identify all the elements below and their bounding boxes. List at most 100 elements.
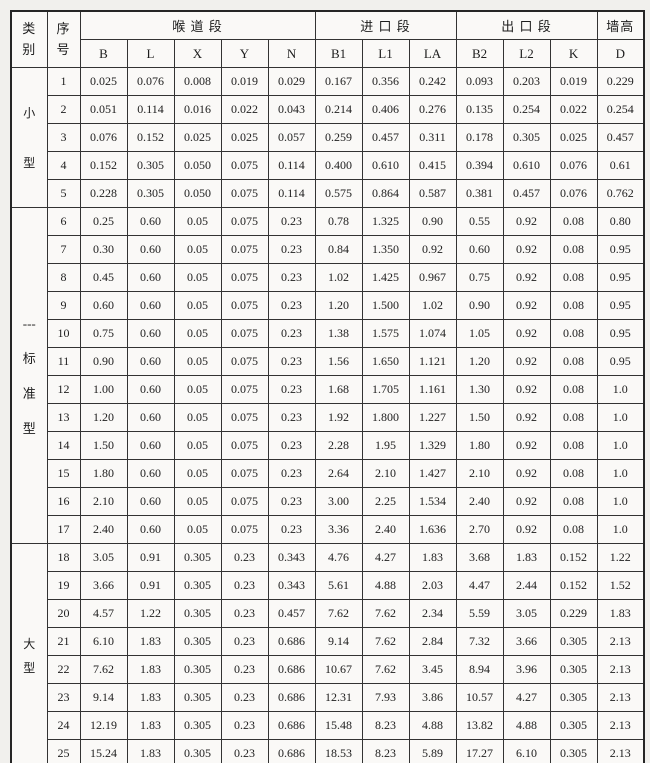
header-category-text: 类 别 [12,19,46,59]
cell: 1.575 [361,319,410,348]
cell: 4.88 [361,571,410,600]
cell: 0.78 [314,207,363,236]
cell: 2.10 [361,459,410,488]
cell: 3.05 [79,543,128,572]
cell: 0.076 [126,67,175,96]
cell: 1.83 [408,543,457,572]
cell: 0.305 [173,571,222,600]
cell: 2.64 [314,459,363,488]
cell: 0.610 [361,151,410,180]
table-row: 5 0.228 0.305 0.050 0.075 0.114 0.575 0.864 0.58… [11,179,645,208]
cell: 3.86 [408,683,457,712]
cell: 1.83 [126,739,175,763]
row-number: 21 [46,627,81,656]
category-cell: 大型 [10,543,48,763]
cell: 0.23 [267,263,316,292]
cell: 0.23 [267,235,316,264]
cell: 0.08 [549,487,598,516]
cell: 0.394 [455,151,504,180]
cell: 0.864 [361,179,410,208]
cell: 0.686 [267,683,316,712]
category-label: 小 [23,105,36,120]
cell: 0.05 [173,515,222,544]
cell: 9.14 [314,627,363,656]
cell: 3.36 [314,515,363,544]
cell: 0.228 [79,179,128,208]
row-number: 1 [46,67,81,96]
cell: 0.08 [549,319,598,348]
table-row: 19 3.66 0.91 0.305 0.23 0.343 5.61 4.88 2.03 4.47… [11,571,645,600]
cell: 0.23 [220,655,269,684]
table-row: 24 12.19 1.83 0.305 0.23 0.686 15.48 8.23 4.88 13… [11,711,645,740]
cell: 0.08 [549,431,598,460]
cell: 1.425 [361,263,410,292]
cell: 0.457 [502,179,551,208]
cell: 0.457 [361,123,410,152]
table-row: 9 0.60 0.60 0.05 0.075 0.23 1.20 1.500 1.02 0.90 0… [11,291,645,320]
spec-table: 类 别 序 号 喉 道 段 进 口 段 出 口 段 墙高 B L X [10,10,646,763]
table-row: 17 2.40 0.60 0.05 0.075 0.23 3.36 2.40 1.636 2.70… [11,515,645,544]
cell: 0.075 [220,459,269,488]
cell: 0.305 [173,627,222,656]
cell: 2.28 [314,431,363,460]
cell: 1.22 [126,599,175,628]
cell: 0.075 [220,487,269,516]
cell: 0.075 [220,179,269,208]
row-number: 12 [46,375,81,404]
cell: 0.305 [173,683,222,712]
cell: 0.762 [596,179,645,208]
cell: 0.114 [267,151,316,180]
cell: 1.329 [408,431,457,460]
cell: 1.705 [361,375,410,404]
cell: 1.800 [361,403,410,432]
cell: 2.34 [408,599,457,628]
cell: 0.305 [173,739,222,763]
row-number: 2 [46,95,81,124]
cell: 0.95 [596,291,645,320]
row-number: 18 [46,543,81,572]
cell: 15.24 [79,739,128,763]
cell: 7.62 [361,655,410,684]
cell: 0.60 [126,375,175,404]
cell: 2.13 [596,655,645,684]
cell: 0.92 [408,235,457,264]
cell: 0.356 [361,67,410,96]
header-section-wall-height: 墙高 [596,10,645,40]
cell: 1.350 [361,235,410,264]
cell: 0.92 [502,375,551,404]
row-number: 13 [46,403,81,432]
cell: 0.95 [596,235,645,264]
cell: 0.214 [314,95,363,124]
cell: 1.83 [596,599,645,628]
cell: 0.967 [408,263,457,292]
cell: 18.53 [314,739,363,763]
cell: 0.05 [173,263,222,292]
cell: 0.305 [173,543,222,572]
cell: 0.305 [126,179,175,208]
table-row: 16 2.10 0.60 0.05 0.075 0.23 3.00 2.25 1.534 2.40… [11,487,645,516]
cell: 0.23 [267,487,316,516]
cell: 0.575 [314,179,363,208]
cell: 0.08 [549,459,598,488]
cell: 0.075 [220,235,269,264]
cell: 1.074 [408,319,457,348]
table-row: 20 4.57 1.22 0.305 0.23 0.457 7.62 7.62 2.34 5.59… [11,599,645,628]
cell: 0.305 [126,151,175,180]
cell: 8.94 [455,655,504,684]
cell: 15.48 [314,711,363,740]
cell: 0.23 [220,543,269,572]
cell: 1.0 [596,487,645,516]
cell: 0.08 [549,207,598,236]
cell: 0.60 [126,263,175,292]
cell: 0.05 [173,347,222,376]
cell: 0.457 [596,123,645,152]
cell: 0.30 [79,235,128,264]
cell: 0.305 [549,739,598,763]
cell: 0.305 [173,599,222,628]
cell: 9.14 [79,683,128,712]
cell: 0.05 [173,319,222,348]
category-label: 准 [22,385,36,401]
header-serial: 序 号 [46,10,81,68]
cell: 0.610 [502,151,551,180]
